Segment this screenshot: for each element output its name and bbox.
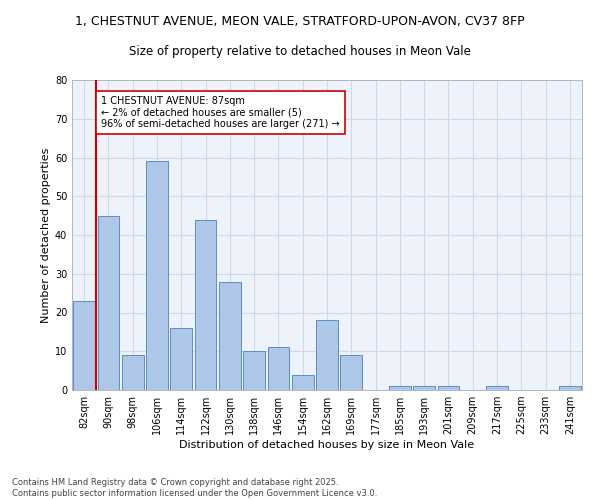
Bar bbox=[73, 301, 95, 390]
Bar bbox=[243, 351, 265, 390]
X-axis label: Distribution of detached houses by size in Meon Vale: Distribution of detached houses by size … bbox=[179, 440, 475, 450]
Bar bbox=[219, 282, 241, 390]
Text: 1 CHESTNUT AVENUE: 87sqm
← 2% of detached houses are smaller (5)
96% of semi-det: 1 CHESTNUT AVENUE: 87sqm ← 2% of detache… bbox=[101, 96, 340, 128]
Bar bbox=[486, 386, 508, 390]
Bar bbox=[389, 386, 411, 390]
Y-axis label: Number of detached properties: Number of detached properties bbox=[41, 148, 50, 322]
Bar bbox=[340, 355, 362, 390]
Text: Size of property relative to detached houses in Meon Vale: Size of property relative to detached ho… bbox=[129, 45, 471, 58]
Bar bbox=[292, 374, 314, 390]
Bar bbox=[413, 386, 435, 390]
Bar bbox=[194, 220, 217, 390]
Text: Contains HM Land Registry data © Crown copyright and database right 2025.
Contai: Contains HM Land Registry data © Crown c… bbox=[12, 478, 377, 498]
Bar bbox=[122, 355, 143, 390]
Bar bbox=[268, 348, 289, 390]
Bar bbox=[170, 328, 192, 390]
Bar bbox=[97, 216, 119, 390]
Text: 1, CHESTNUT AVENUE, MEON VALE, STRATFORD-UPON-AVON, CV37 8FP: 1, CHESTNUT AVENUE, MEON VALE, STRATFORD… bbox=[75, 15, 525, 28]
Bar bbox=[437, 386, 460, 390]
Bar bbox=[316, 320, 338, 390]
Bar bbox=[559, 386, 581, 390]
Bar bbox=[146, 162, 168, 390]
